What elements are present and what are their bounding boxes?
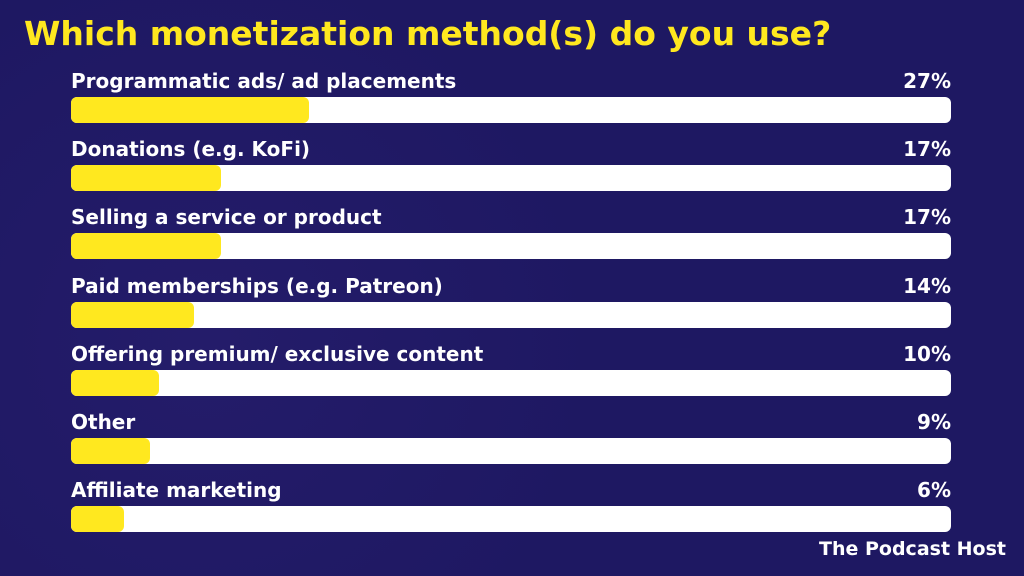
podcast-host-logo: The Podcast Host: [818, 538, 1006, 560]
bar: [71, 165, 221, 192]
value-label: 27%: [903, 69, 951, 93]
bar-track: [71, 301, 951, 328]
bar-track: [71, 165, 951, 192]
bar-row: Paid memberships (e.g. Patreon) 14%: [71, 274, 951, 344]
bar-row: Affiliate marketing 6%: [71, 478, 951, 548]
bar-row: Programmatic ads/ ad placements 27%: [71, 69, 951, 139]
value-label: 10%: [903, 341, 951, 366]
bar: [71, 97, 309, 123]
value-label: 9%: [917, 410, 951, 434]
value-label: 17%: [903, 205, 951, 230]
bar-track: [71, 506, 951, 533]
category-label: Selling a service or product: [71, 205, 382, 230]
bar-track: [71, 233, 951, 260]
value-label: 6%: [917, 478, 951, 503]
category-label: Programmatic ads/ ad placements: [71, 69, 457, 93]
category-label: Other: [71, 410, 136, 434]
bar: [71, 506, 124, 533]
bar-track: [71, 369, 951, 396]
bar-row: Selling a service or product 17%: [71, 205, 951, 275]
bar-row: Offering premium/ exclusive content 10%: [71, 342, 951, 412]
category-label: Affiliate marketing: [71, 478, 282, 503]
bar-row: Other 9%: [71, 410, 951, 480]
category-label: Paid memberships (e.g. Patreon): [71, 273, 443, 298]
bar-track: [71, 438, 951, 464]
bar-track: [71, 97, 951, 123]
bar: [71, 301, 195, 328]
chart-title: Which monetization method(s) do you use?: [24, 14, 832, 53]
category-label: Donations (e.g. KoFi): [71, 137, 311, 162]
bar-row: Donations (e.g. KoFi) 17%: [71, 137, 951, 207]
bar: [71, 438, 151, 464]
bar: [71, 233, 221, 260]
category-label: Offering premium/ exclusive content: [71, 341, 484, 366]
value-label: 17%: [903, 137, 951, 162]
bar: [71, 369, 159, 396]
value-label: 14%: [903, 273, 951, 298]
